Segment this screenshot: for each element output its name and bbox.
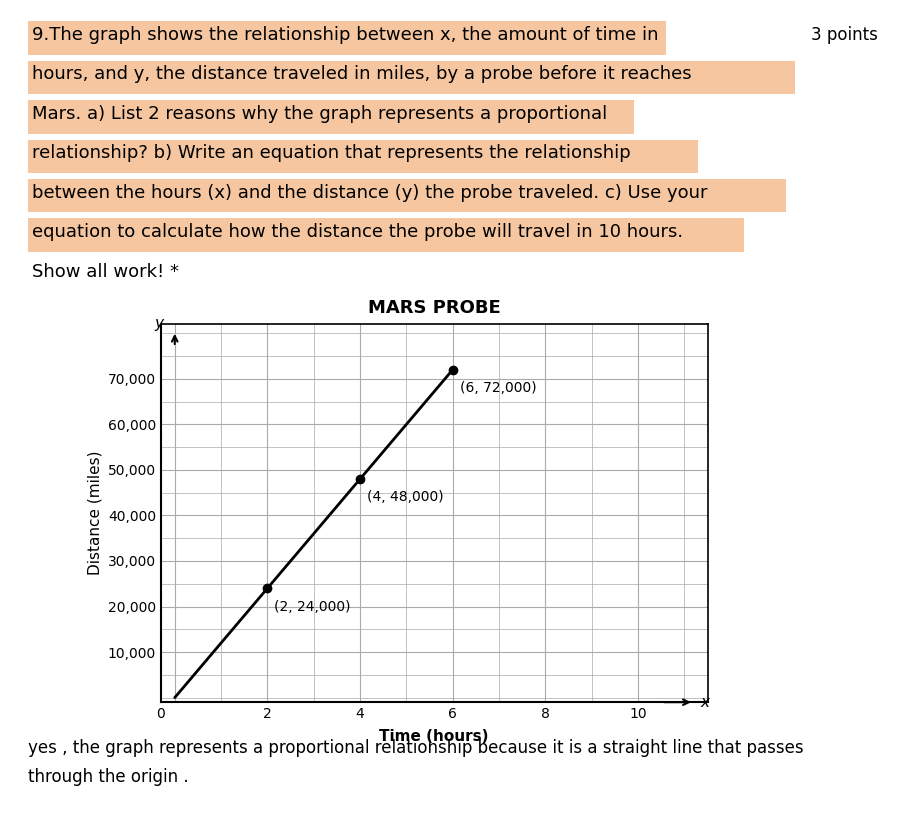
FancyBboxPatch shape bbox=[28, 100, 634, 134]
FancyBboxPatch shape bbox=[28, 140, 698, 173]
Text: 3 points: 3 points bbox=[811, 26, 878, 44]
FancyBboxPatch shape bbox=[28, 219, 744, 252]
FancyBboxPatch shape bbox=[28, 61, 795, 94]
Text: hours, and y, the distance traveled in miles, by a probe before it reaches: hours, and y, the distance traveled in m… bbox=[32, 66, 692, 83]
Text: 9.The graph shows the relationship between x, the amount of time in: 9.The graph shows the relationship betwe… bbox=[32, 26, 659, 44]
Text: relationship? b) Write an equation that represents the relationship: relationship? b) Write an equation that … bbox=[32, 145, 631, 162]
FancyBboxPatch shape bbox=[28, 179, 786, 213]
Text: Mars. a) List 2 reasons why the graph represents a proportional: Mars. a) List 2 reasons why the graph re… bbox=[32, 105, 607, 123]
Text: (4, 48,000): (4, 48,000) bbox=[367, 490, 444, 504]
Text: 0: 0 bbox=[156, 706, 165, 720]
Text: (6, 72,000): (6, 72,000) bbox=[460, 381, 537, 395]
Y-axis label: Distance (miles): Distance (miles) bbox=[87, 451, 102, 575]
Text: y: y bbox=[154, 316, 163, 331]
X-axis label: Time (hours): Time (hours) bbox=[380, 730, 489, 745]
Text: Show all work! *: Show all work! * bbox=[32, 263, 179, 281]
Text: x: x bbox=[700, 695, 709, 710]
Text: (2, 24,000): (2, 24,000) bbox=[275, 600, 351, 614]
Title: MARS PROBE: MARS PROBE bbox=[368, 299, 501, 317]
Text: between the hours (x) and the distance (y) the probe traveled. c) Use your: between the hours (x) and the distance (… bbox=[32, 184, 708, 202]
Text: yes , the graph represents a proportional relationship because it is a straight : yes , the graph represents a proportiona… bbox=[28, 740, 803, 786]
FancyBboxPatch shape bbox=[28, 22, 666, 55]
Text: equation to calculate how the distance the probe will travel in 10 hours.: equation to calculate how the distance t… bbox=[32, 223, 684, 241]
